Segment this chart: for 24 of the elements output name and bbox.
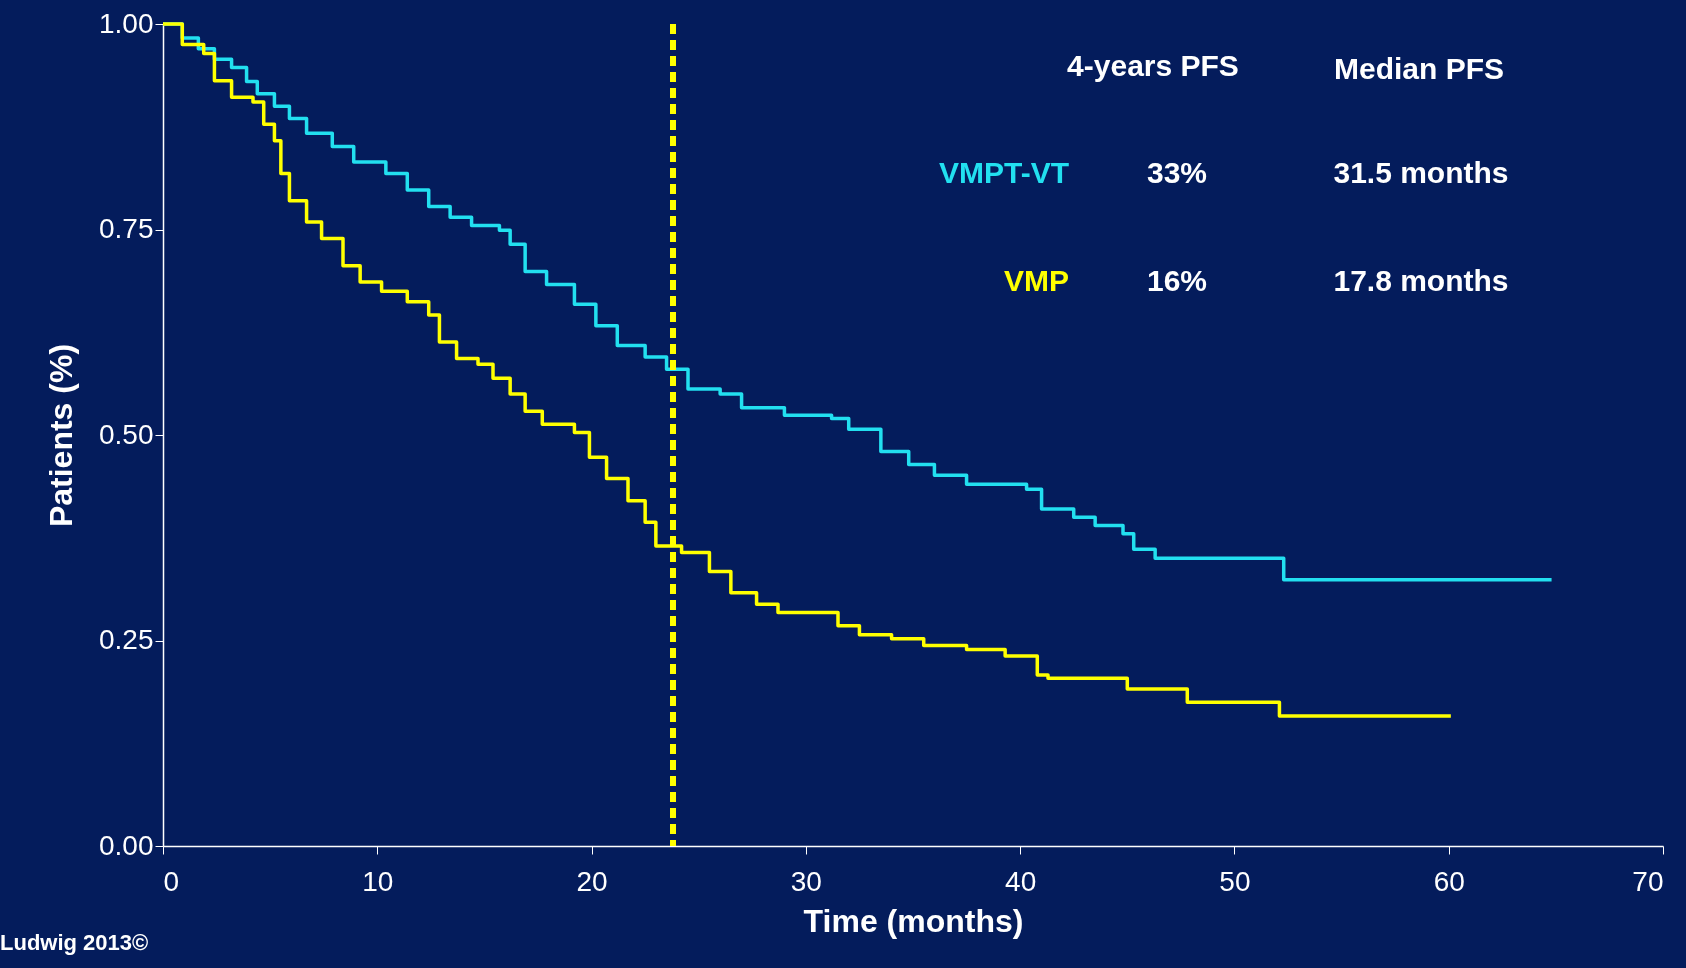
text: VMP: [1003, 264, 1069, 297]
x-tick-label: 70: [1632, 865, 1664, 897]
y-tick-label: 0.00: [99, 829, 154, 861]
x-tick-label: 20: [576, 865, 608, 897]
text: VMPT-VT: [938, 156, 1069, 189]
y-tick-label: 0.50: [99, 418, 154, 450]
y-axis-title: Patients (%): [43, 343, 79, 528]
y-tick-label: 0.25: [99, 624, 154, 655]
annotation: 33%: [1146, 156, 1208, 189]
annotation: 31.5 months: [1333, 156, 1509, 189]
x-tick-label: 50: [1219, 865, 1251, 897]
x-tick-label: 40: [1005, 865, 1037, 897]
x-tick-label: 0: [163, 865, 180, 897]
annotation: 17.8 months: [1333, 264, 1509, 297]
text: Ludwig 2013©: [0, 930, 149, 955]
annotation: Median PFS: [1333, 52, 1505, 85]
annotation: 4-years PFS: [1067, 49, 1239, 82]
y-tick-label: 0.75: [99, 213, 154, 244]
x-tick-label: 30: [790, 865, 822, 897]
annotation: 16%: [1146, 264, 1208, 297]
x-tick-label: 60: [1433, 865, 1465, 897]
x-tick-label: 10: [362, 865, 394, 897]
x-axis-title: Time (months): [803, 902, 1024, 939]
y-tick-label: 1.00: [99, 7, 154, 39]
